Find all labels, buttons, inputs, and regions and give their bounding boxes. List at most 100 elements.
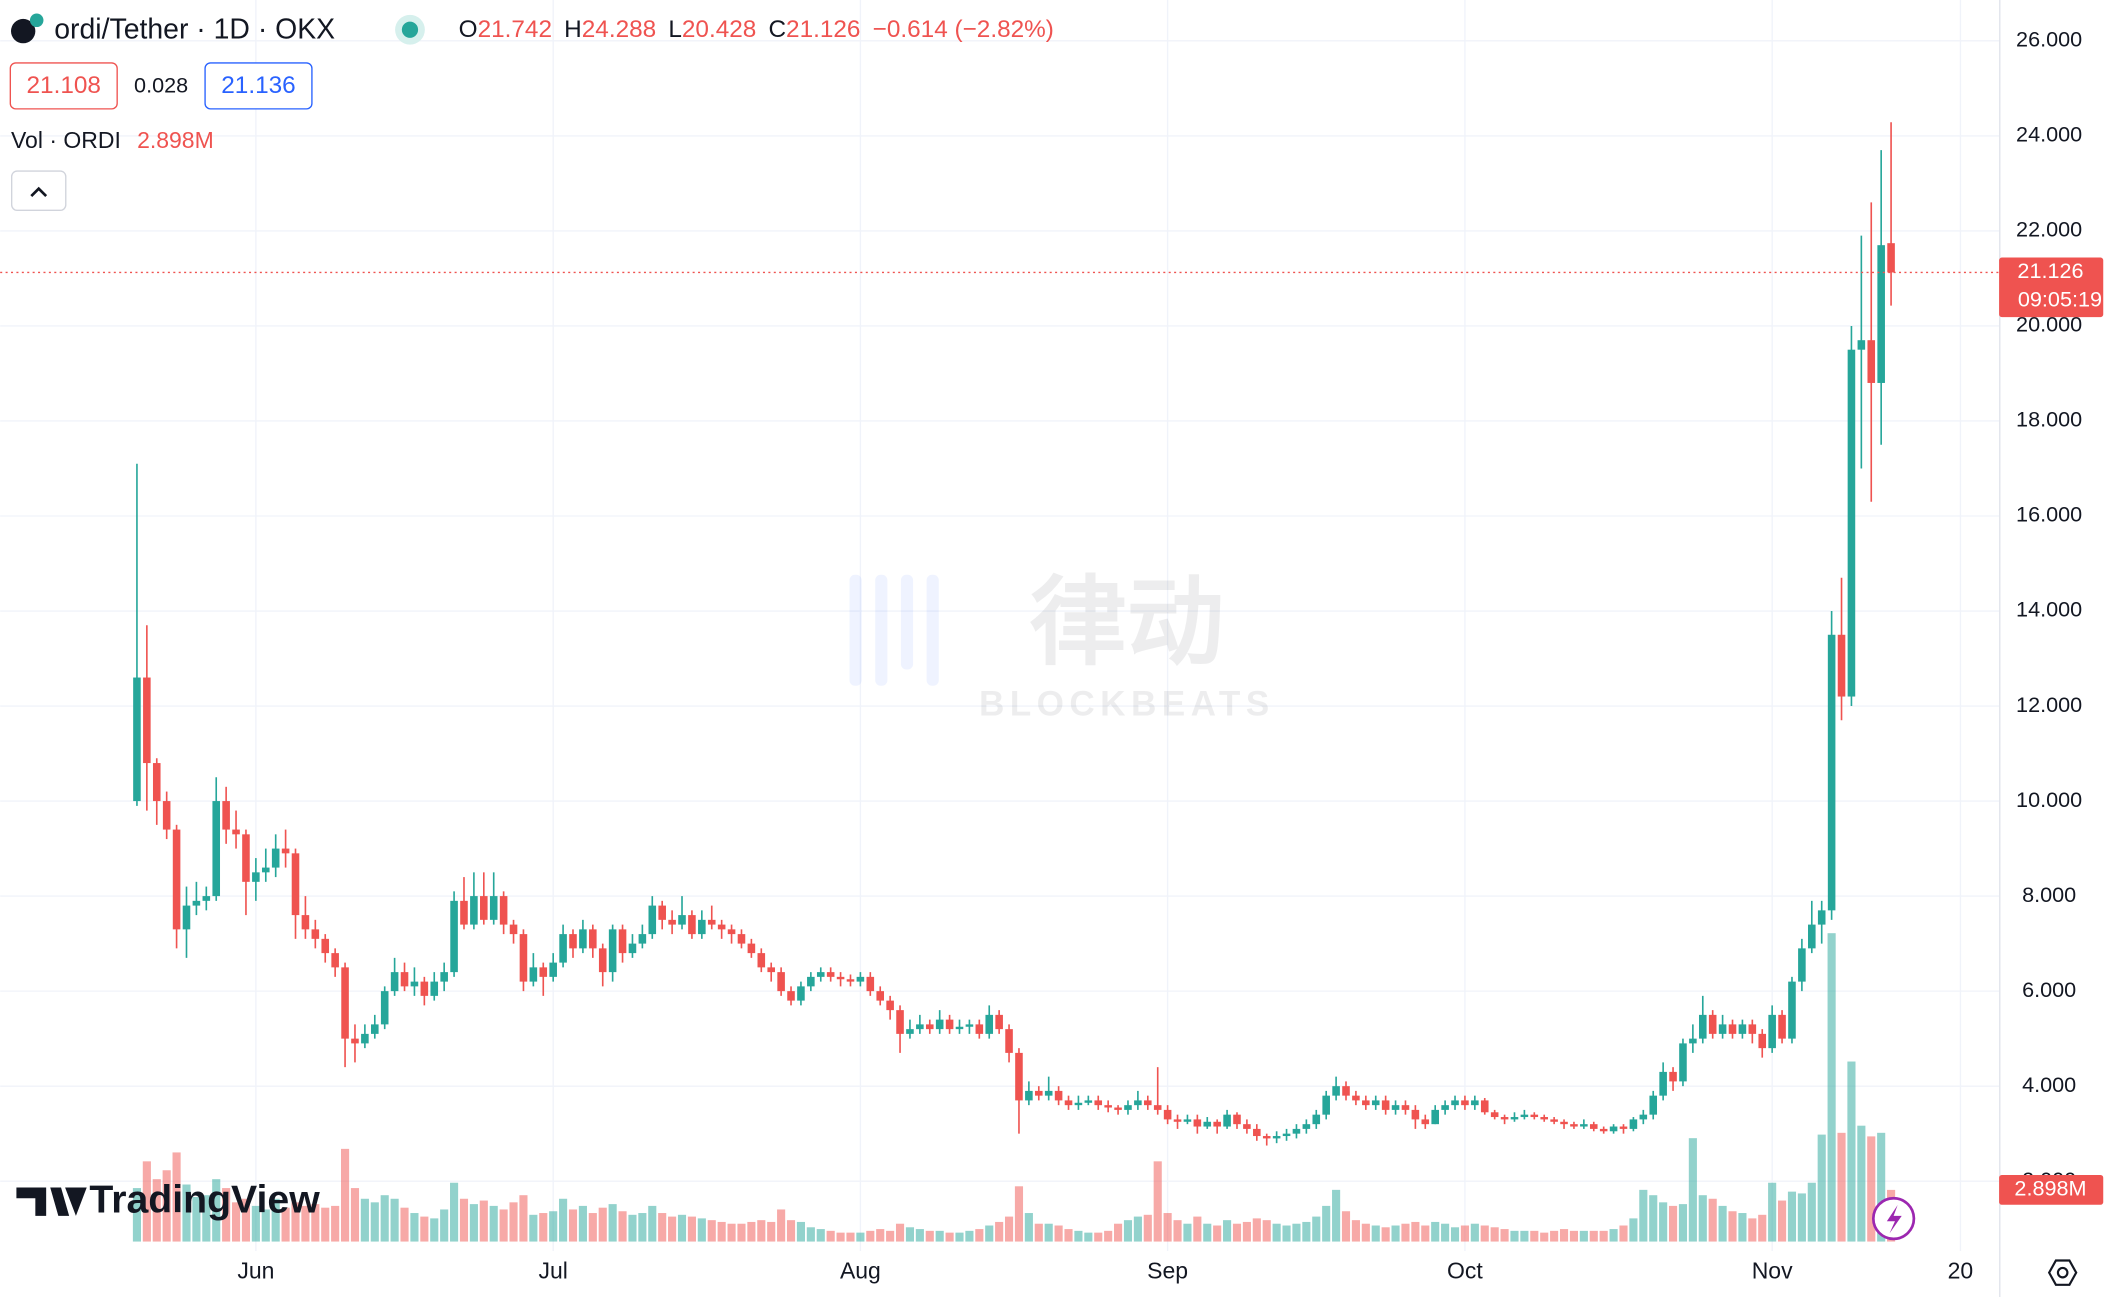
volume-bar	[549, 1211, 558, 1242]
ask-box[interactable]	[204, 62, 313, 110]
volume-bar	[1381, 1227, 1390, 1242]
candle-body	[242, 834, 250, 882]
candle-body	[420, 981, 429, 996]
volume-bar	[1332, 1189, 1341, 1242]
volume-bar	[162, 1170, 171, 1242]
candle-body	[1728, 1024, 1737, 1034]
candle-body	[608, 929, 617, 973]
candle-body	[212, 801, 221, 897]
candle-body	[1718, 1024, 1727, 1034]
volume-bar	[697, 1218, 706, 1242]
x-tick-label: Jun	[237, 1258, 274, 1284]
candle-body	[1778, 1014, 1786, 1039]
volume-bar	[1133, 1216, 1142, 1242]
volume-bar	[985, 1225, 994, 1242]
bid-price: 21.108	[27, 72, 101, 99]
x-tick-label: 20	[1948, 1258, 1974, 1284]
candle-body	[1877, 245, 1885, 383]
candle-body	[460, 900, 468, 925]
y-tick-label: 18.000	[2016, 407, 2082, 432]
candle-body	[727, 929, 736, 935]
volume-bar	[1738, 1213, 1747, 1242]
candle-body	[1163, 1109, 1172, 1120]
candle-body	[559, 934, 567, 963]
candle-body	[1134, 1100, 1142, 1106]
candle-body	[1490, 1112, 1499, 1118]
volume-bar	[1242, 1221, 1251, 1242]
candle-body	[1124, 1105, 1132, 1110]
volume-name: Vol · ORDI	[11, 127, 121, 153]
candle-body	[579, 929, 587, 949]
volume-bar	[1500, 1229, 1509, 1242]
ohlc-legend: O21.742 H24.288 L20.428 C21.126 −0.614 (−2.8…	[459, 17, 1054, 44]
volume-bar	[1837, 1132, 1846, 1242]
volume-bar	[895, 1223, 905, 1242]
volume-bar	[737, 1223, 746, 1242]
volume-bar	[975, 1229, 984, 1242]
volume-bar	[430, 1218, 439, 1242]
candle-body	[1510, 1117, 1519, 1120]
legend-letter: H	[564, 17, 582, 44]
volume-bar	[1847, 1061, 1856, 1242]
candle-body	[1223, 1114, 1231, 1127]
watermark-subtext: BLOCKBEATS	[979, 684, 1275, 723]
volume-bar	[1659, 1202, 1668, 1242]
volume-bar	[539, 1213, 548, 1242]
volume-bar	[1322, 1205, 1331, 1242]
last-price-label: 21.126	[2017, 258, 2083, 283]
legend-letter: O	[459, 17, 478, 44]
candle-body	[1094, 1100, 1103, 1106]
volume-bar	[1183, 1223, 1192, 1242]
candle-body	[1262, 1136, 1271, 1139]
candle-body	[1550, 1119, 1558, 1122]
candle-body	[172, 829, 181, 930]
volume-bar	[727, 1223, 736, 1242]
candle-body	[1758, 1033, 1767, 1049]
candle-body	[1748, 1024, 1757, 1034]
volume-bar	[271, 1198, 280, 1242]
volume-bar	[1312, 1216, 1321, 1242]
x-tick-label: Sep	[1147, 1258, 1188, 1284]
candle-body	[1114, 1107, 1122, 1110]
volume-bar	[628, 1214, 637, 1242]
candle-body	[757, 953, 766, 968]
volume-bar	[955, 1232, 964, 1242]
candle-body	[1074, 1102, 1083, 1106]
candle-body	[321, 938, 330, 954]
candle-body	[777, 972, 785, 992]
candle-body	[1520, 1114, 1529, 1118]
candle-body	[1352, 1095, 1360, 1101]
legend-close: 21.126	[786, 17, 860, 44]
volume-bar	[132, 1188, 141, 1242]
ask-price: 21.136	[221, 72, 295, 99]
volume-bar	[212, 1179, 221, 1242]
candle-body	[638, 934, 647, 944]
candle-body	[985, 1014, 994, 1034]
candle-body	[628, 943, 637, 954]
volume-bar	[331, 1205, 340, 1242]
candle-body	[935, 1019, 944, 1030]
volume-bar	[1649, 1195, 1658, 1242]
candle-body	[916, 1024, 924, 1030]
last-price-tag	[1999, 257, 2104, 318]
candle-body	[410, 981, 419, 987]
candle-body	[1342, 1086, 1350, 1096]
symbol-title[interactable]: ordi/Tether · 1D · OKX	[54, 14, 335, 46]
candle-body	[1580, 1124, 1588, 1127]
volume-bar	[1411, 1221, 1420, 1242]
collapse-button[interactable]	[10, 170, 67, 211]
volume-bar	[648, 1205, 657, 1242]
bid-box[interactable]	[9, 62, 118, 110]
volume-bar	[1044, 1223, 1053, 1242]
lightning-icon	[1886, 1205, 1902, 1234]
volume-bar	[1748, 1218, 1757, 1242]
volume-bar	[559, 1198, 568, 1242]
volume-bar	[568, 1209, 578, 1242]
settings-button[interactable]	[2047, 1259, 2078, 1286]
candles-layer	[133, 122, 1895, 1146]
legend-open: 21.742	[478, 17, 552, 44]
candle-body	[291, 853, 300, 916]
volume-bar	[1302, 1221, 1311, 1242]
